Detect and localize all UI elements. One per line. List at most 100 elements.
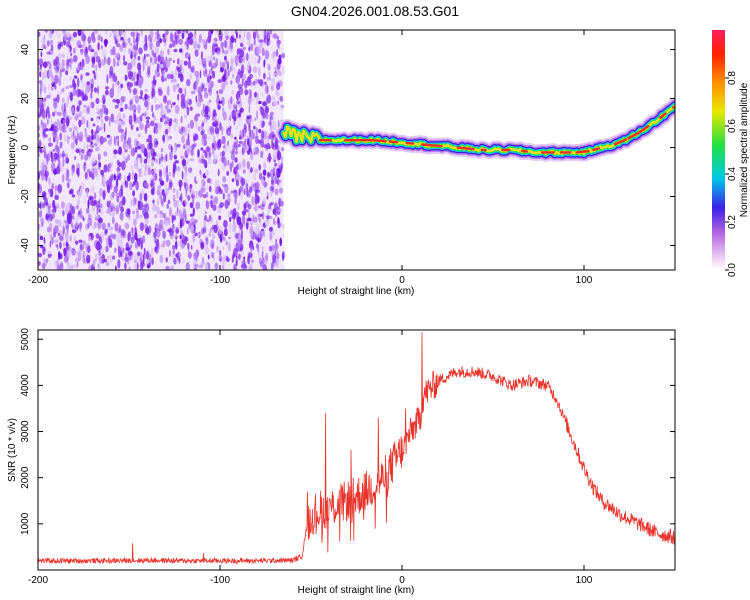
noise-speckle xyxy=(257,237,260,243)
noise-speckle xyxy=(72,264,77,269)
noise-speckle xyxy=(153,38,158,43)
noise-speckle xyxy=(75,250,79,257)
noise-speckle xyxy=(248,46,251,52)
snr-y-tick-label: 4000 xyxy=(20,374,31,397)
noise-speckle xyxy=(122,30,127,38)
noise-speckle xyxy=(164,154,167,161)
noise-speckle xyxy=(187,251,192,259)
noise-speckle xyxy=(128,143,132,150)
noise-speckle xyxy=(39,86,42,96)
noise-speckle xyxy=(226,45,232,50)
noise-speckle xyxy=(106,184,111,194)
noise-speckle xyxy=(248,117,253,125)
noise-speckle xyxy=(74,156,76,160)
noise-speckle xyxy=(137,107,141,113)
noise-speckle xyxy=(55,135,59,145)
noise-speckle xyxy=(172,245,176,250)
noise-speckle xyxy=(124,223,130,230)
noise-speckle xyxy=(47,83,50,93)
noise-speckle xyxy=(116,43,121,48)
noise-speckle xyxy=(75,240,78,245)
noise-speckle xyxy=(244,125,247,134)
noise-speckle xyxy=(192,207,195,216)
noise-speckle xyxy=(157,185,162,193)
noise-speckle xyxy=(170,265,175,270)
noise-speckle xyxy=(116,159,120,166)
noise-speckle xyxy=(225,240,228,246)
noise-speckle xyxy=(78,191,81,200)
noise-speckle xyxy=(173,48,178,53)
noise-speckle xyxy=(231,178,235,183)
noise-speckle xyxy=(228,116,231,123)
noise-speckle xyxy=(234,166,238,176)
noise-speckle xyxy=(254,117,257,121)
noise-speckle xyxy=(186,97,190,103)
noise-speckle xyxy=(38,125,41,131)
noise-speckle xyxy=(67,182,70,189)
noise-speckle xyxy=(245,208,249,213)
noise-speckle xyxy=(65,153,68,162)
noise-speckle xyxy=(229,125,232,130)
noise-speckle xyxy=(123,120,126,126)
noise-speckle xyxy=(253,56,257,65)
spectrogram-y-tick-label: -20 xyxy=(20,189,31,204)
noise-speckle xyxy=(274,163,278,167)
noise-speckle xyxy=(75,148,80,153)
noise-speckle xyxy=(142,253,147,260)
noise-speckle xyxy=(222,246,225,251)
noise-speckle xyxy=(104,59,107,64)
noise-speckle xyxy=(53,231,57,238)
noise-speckle xyxy=(193,143,197,148)
noise-speckle xyxy=(190,213,194,217)
noise-speckle xyxy=(52,148,55,152)
noise-speckle xyxy=(158,193,161,200)
noise-speckle xyxy=(235,258,238,267)
noise-speckle xyxy=(119,246,123,255)
noise-speckle xyxy=(46,226,51,233)
noise-speckle xyxy=(93,30,99,34)
noise-speckle xyxy=(47,253,53,257)
noise-speckle xyxy=(122,142,126,150)
noise-speckle xyxy=(178,208,182,218)
noise-speckle xyxy=(95,50,99,55)
noise-speckle xyxy=(123,175,126,179)
noise-speckle xyxy=(214,262,219,270)
noise-speckle xyxy=(205,211,207,215)
noise-speckle xyxy=(177,93,180,101)
noise-speckle xyxy=(154,56,158,65)
noise-speckle xyxy=(269,186,274,192)
noise-speckle xyxy=(38,153,41,157)
noise-speckle xyxy=(194,70,200,77)
noise-speckle xyxy=(139,74,142,79)
noise-speckle xyxy=(263,59,266,68)
noise-speckle xyxy=(187,59,192,69)
noise-speckle xyxy=(151,112,155,118)
noise-speckle xyxy=(212,135,216,145)
noise-speckle xyxy=(62,210,65,217)
noise-speckle xyxy=(79,244,85,251)
noise-speckle xyxy=(223,157,227,167)
noise-speckle xyxy=(165,153,168,162)
noise-speckle xyxy=(148,253,152,264)
noise-speckle xyxy=(260,138,265,148)
noise-speckle xyxy=(138,214,143,218)
noise-speckle xyxy=(75,257,80,263)
noise-speckle xyxy=(243,31,246,38)
noise-speckle xyxy=(54,189,57,196)
noise-speckle xyxy=(239,34,241,39)
noise-speckle xyxy=(62,173,65,183)
noise-speckle xyxy=(132,252,136,257)
noise-speckle xyxy=(209,178,212,184)
noise-speckle xyxy=(266,196,269,200)
noise-speckle xyxy=(63,241,65,247)
noise-speckle xyxy=(94,87,98,93)
noise-speckle xyxy=(221,82,226,91)
noise-speckle xyxy=(133,31,135,40)
noise-speckle xyxy=(128,214,131,220)
noise-speckle xyxy=(42,113,46,120)
noise-speckle xyxy=(275,180,279,184)
noise-speckle xyxy=(52,154,58,163)
noise-speckle xyxy=(180,155,185,160)
noise-speckle xyxy=(90,117,94,122)
noise-speckle xyxy=(192,194,195,205)
